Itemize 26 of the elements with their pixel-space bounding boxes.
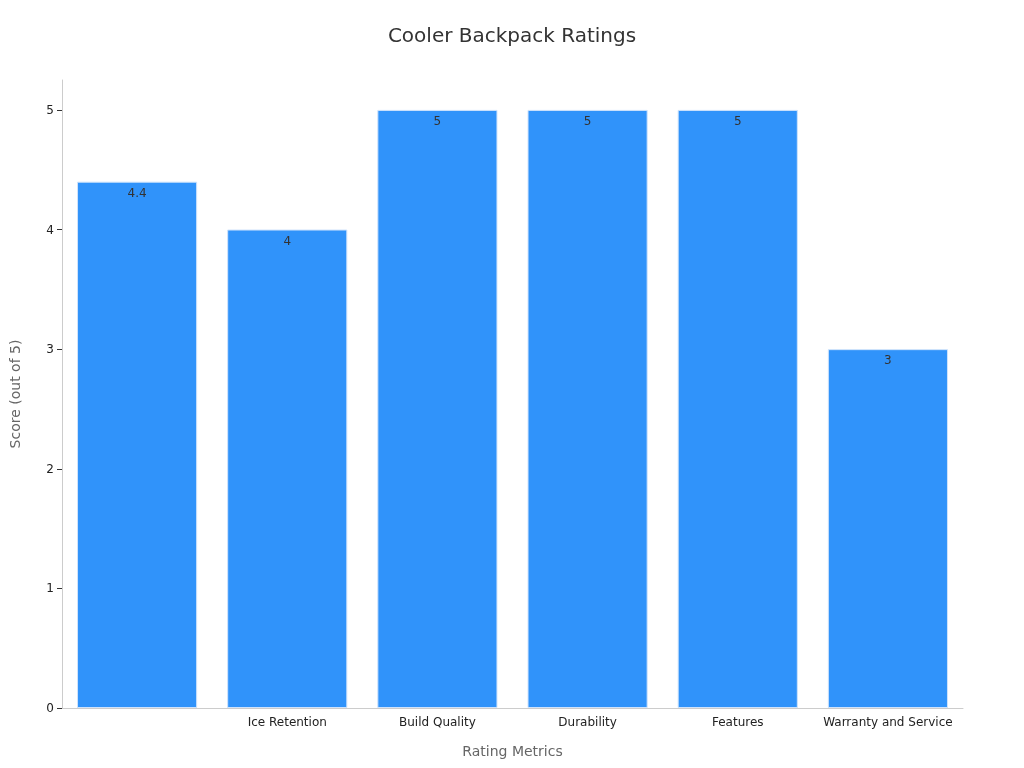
data-label: 3	[884, 353, 892, 368]
x-tick-label: Durability	[558, 715, 617, 729]
data-label: 4.4	[127, 185, 147, 200]
bar	[377, 109, 498, 708]
data-label: 4	[283, 233, 292, 248]
y-tick-label: 0	[46, 701, 54, 715]
y-tick-label: 1	[46, 581, 54, 596]
x-tick-label: Warranty and Service	[823, 715, 953, 729]
y-tick-label: 2	[46, 461, 54, 476]
y-tick-label: 4	[46, 222, 54, 237]
bar	[827, 349, 948, 708]
bar	[227, 229, 348, 708]
x-tick-label: Build Quality	[399, 715, 476, 729]
chart-title: Cooler Backpack Ratings	[387, 23, 637, 47]
x-tick-label: Ice Retention	[247, 715, 327, 729]
bar	[77, 181, 198, 708]
data-label: 5	[733, 113, 742, 128]
y-axis-title: Score (out of 5)	[7, 339, 23, 449]
data-label: 5	[433, 113, 442, 128]
bar	[677, 109, 798, 708]
data-label: 5	[583, 113, 592, 128]
x-tick-label: Features	[711, 715, 764, 729]
y-tick-label: 5	[46, 102, 54, 117]
bar	[527, 109, 648, 708]
y-tick-label: 3	[46, 342, 54, 357]
x-axis-title: Rating Metrics	[462, 743, 563, 759]
